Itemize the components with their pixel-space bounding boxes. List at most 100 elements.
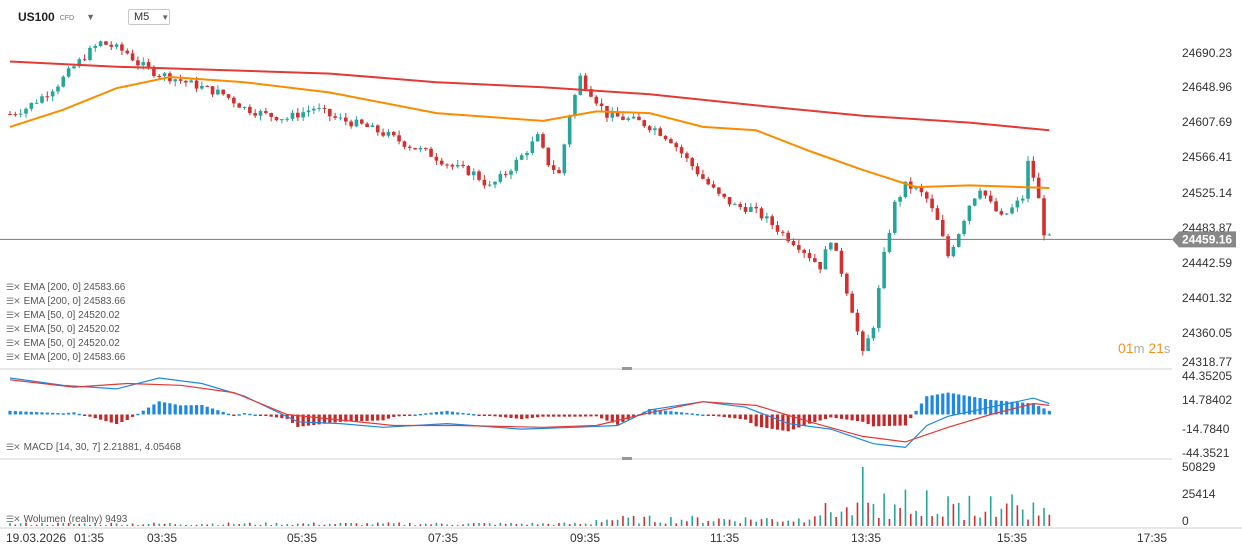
- macd-histogram-bar: [493, 414, 497, 417]
- macd-histogram-bar: [280, 414, 284, 419]
- macd-histogram-bar: [226, 413, 231, 416]
- legend-volume-text: Wolumen (realny) 9493: [23, 514, 128, 525]
- ema200-line: [9, 60, 1050, 132]
- macd-histogram-bar: [189, 405, 193, 415]
- settings-icon[interactable]: ☰✕: [6, 352, 21, 362]
- volume-bar: [371, 524, 374, 526]
- macd-histogram-bar: [818, 414, 822, 421]
- settings-icon[interactable]: ☰✕: [6, 282, 21, 292]
- macd-histogram-bar: [429, 412, 433, 415]
- legend-ema[interactable]: ☰✕ EMA [50, 0] 24520.02: [6, 338, 120, 349]
- macd-histogram-bar: [141, 410, 145, 415]
- macd-histogram-bar: [925, 396, 929, 415]
- macd-histogram-bar: [775, 414, 780, 430]
- candle-body: [637, 116, 641, 121]
- volume-bar: [600, 522, 603, 526]
- settings-icon[interactable]: ☰✕: [6, 296, 21, 306]
- macd-histogram-bar: [962, 395, 966, 415]
- candle-body: [578, 75, 583, 95]
- candle-body: [98, 41, 103, 47]
- symbol-dropdown-icon[interactable]: ▼: [86, 12, 96, 22]
- macd-histogram-bar: [845, 414, 849, 420]
- volume-bar: [798, 518, 800, 526]
- volume-bar: [531, 522, 534, 526]
- legend-ema-text: EMA [50, 0] 24520.02: [23, 324, 120, 335]
- volume-bar: [414, 525, 416, 526]
- price-tick-label: 24442.59: [1182, 256, 1232, 270]
- volume-bar: [147, 524, 150, 526]
- volume-bar: [526, 524, 528, 526]
- timeframe-dropdown-icon[interactable]: ▼: [161, 12, 170, 22]
- settings-icon[interactable]: ☰✕: [6, 514, 21, 524]
- volume-bar: [584, 523, 587, 526]
- settings-icon[interactable]: ☰✕: [6, 324, 21, 334]
- macd-histogram-bar: [450, 411, 454, 415]
- macd-histogram-bar: [887, 414, 892, 426]
- volume-bar: [307, 524, 310, 526]
- candle-body: [962, 220, 966, 235]
- volume-bar: [659, 522, 662, 526]
- volume-bar: [195, 524, 198, 526]
- volume-bar: [430, 524, 432, 526]
- macd-histogram-bar: [994, 400, 998, 415]
- settings-icon[interactable]: ☰✕: [6, 338, 21, 348]
- volume-bar: [259, 524, 262, 526]
- legend-ema[interactable]: ☰✕ EMA [50, 0] 24520.02: [6, 324, 120, 335]
- time-tick-label: 07:35: [428, 531, 458, 545]
- volume-bar: [632, 515, 635, 526]
- volume-bar: [185, 524, 187, 526]
- legend-macd[interactable]: ☰✕ MACD [14, 30, 7] 2.21881, 4.05468: [6, 442, 181, 453]
- volume-bar: [904, 489, 907, 526]
- time-tick-label: 05:35: [287, 531, 317, 545]
- volume-bar: [217, 525, 219, 526]
- legend-ema-text: EMA [200, 0] 24583.66: [23, 282, 126, 293]
- candle-body: [850, 293, 854, 313]
- macd-histogram-bar: [791, 414, 796, 430]
- symbol-selector[interactable]: US100 CFD ▼: [18, 6, 95, 28]
- candle-body: [818, 261, 822, 270]
- macd-histogram-bar: [1026, 403, 1030, 415]
- timeframe-selector[interactable]: M5 ▼: [128, 9, 170, 25]
- macd-histogram-bar: [253, 414, 257, 416]
- candle-body: [882, 251, 886, 289]
- candle-body: [898, 197, 902, 202]
- macd-histogram-bar: [434, 412, 438, 415]
- legend-volume[interactable]: ☰✕ Wolumen (realny) 9493: [6, 514, 127, 525]
- settings-icon[interactable]: ☰✕: [6, 310, 21, 320]
- candle-body: [994, 201, 998, 212]
- legend-ema[interactable]: ☰✕ EMA [200, 0] 24583.66: [6, 296, 125, 307]
- volume-bar: [286, 524, 288, 526]
- settings-icon[interactable]: ☰✕: [6, 442, 21, 452]
- macd-histogram-bar: [194, 405, 199, 415]
- candle-body: [402, 141, 407, 147]
- macd-histogram-bar: [488, 414, 492, 416]
- volume-bar: [339, 522, 342, 526]
- volume-bar: [808, 519, 811, 526]
- candle-body: [386, 132, 391, 136]
- macd-histogram-bar: [679, 412, 684, 415]
- volume-bar: [57, 522, 59, 526]
- legend-ema[interactable]: ☰✕ EMA [200, 0] 24583.66: [6, 282, 125, 293]
- volume-bar: [675, 523, 678, 526]
- candle-body: [487, 184, 492, 186]
- legend-ema-text: EMA [50, 0] 24520.02: [23, 310, 120, 321]
- macd-histogram-bar: [930, 395, 934, 415]
- volume-bar: [329, 523, 331, 526]
- candle-body: [775, 225, 780, 232]
- candle-body: [738, 204, 743, 207]
- volume-bar: [520, 523, 523, 526]
- macd-histogram-bar: [935, 394, 940, 415]
- volume-bar: [169, 523, 171, 526]
- volume-bar: [734, 521, 736, 526]
- volume-bar: [552, 524, 555, 526]
- legend-ema[interactable]: ☰✕ EMA [200, 0] 24583.66: [6, 352, 125, 363]
- candle-body: [530, 141, 535, 153]
- legend-ema[interactable]: ☰✕ EMA [50, 0] 24520.02: [6, 310, 120, 321]
- candle-body: [104, 41, 108, 45]
- candle-body: [711, 184, 716, 188]
- volume-bar: [579, 524, 582, 526]
- macd-histogram-bar: [733, 414, 737, 419]
- macd-histogram-bar: [402, 414, 407, 416]
- countdown-minutes: 01: [1118, 340, 1134, 356]
